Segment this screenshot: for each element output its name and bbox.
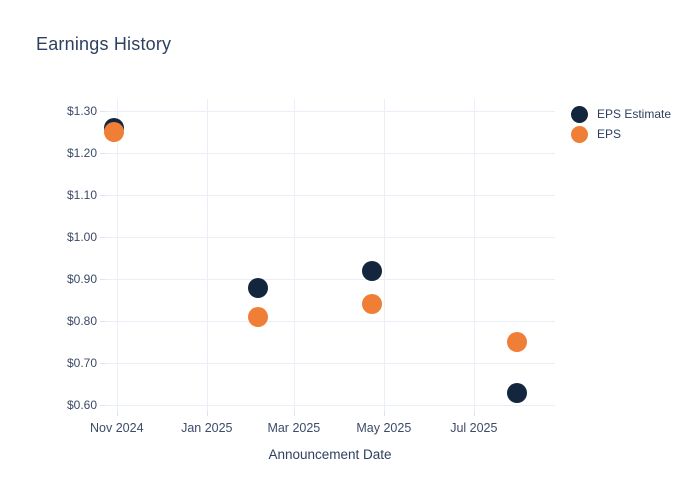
y-tick-label: $0.80 [66,314,97,329]
x-tickmark [116,411,118,416]
x-tick-label: Nov 2024 [90,421,144,435]
y-tickmark [100,405,105,407]
legend: EPS Estimate EPS [571,104,671,144]
point-eps-estimate-2[interactable] [362,260,383,281]
x-tick-label: Jul 2025 [450,421,498,435]
y-tickmark [100,195,105,197]
y-gridline [105,405,555,407]
y-gridline [105,237,555,239]
y-gridline [105,279,555,281]
x-axis-title: Announcement Date [268,447,392,462]
point-eps-2[interactable] [362,294,383,315]
chart-title: Earnings History [36,34,172,54]
y-tickmark [100,363,105,365]
y-tick-label: $1.10 [66,188,97,203]
y-gridline [105,111,555,113]
legend-label-eps-estimate: EPS Estimate [597,107,672,121]
x-gridline [206,99,208,411]
x-tickmark [473,411,475,416]
y-tickmark [100,279,105,281]
y-tickmark [100,111,105,113]
legend-marker-eps-estimate [571,105,588,123]
point-eps-0[interactable] [103,122,124,143]
point-eps-estimate-1[interactable] [248,277,269,298]
x-tick-label: Jan 2025 [181,421,233,435]
legend-item-eps-estimate[interactable]: EPS Estimate [571,104,671,124]
y-gridline [105,195,555,197]
y-tickmark [100,321,105,323]
x-gridline [383,99,385,411]
y-tick-label: $1.00 [66,230,97,245]
y-gridline [105,153,555,155]
legend-marker-eps [571,125,588,143]
y-tick-label: $0.90 [66,272,97,287]
point-eps-estimate-3[interactable] [506,382,527,403]
y-tickmark [100,237,105,239]
y-gridline [105,363,555,365]
y-tickmark [100,153,105,155]
x-tickmark [293,411,295,416]
y-gridline [105,321,555,323]
x-gridline [473,99,475,411]
x-gridline [293,99,295,411]
point-eps-1[interactable] [248,306,269,327]
y-tick-label: $1.30 [66,104,97,119]
legend-item-eps[interactable]: EPS [571,124,671,144]
y-tick-label: $0.70 [66,356,97,371]
point-eps-3[interactable] [506,332,527,353]
legend-label-eps: EPS [597,127,622,141]
x-tickmark [206,411,208,416]
y-tick-label: $1.20 [66,146,97,161]
x-tickmark [383,411,385,416]
y-tick-label: $0.60 [66,398,97,413]
x-tick-label: Mar 2025 [267,421,321,435]
x-tick-label: May 2025 [356,421,412,435]
x-gridline [116,99,118,411]
